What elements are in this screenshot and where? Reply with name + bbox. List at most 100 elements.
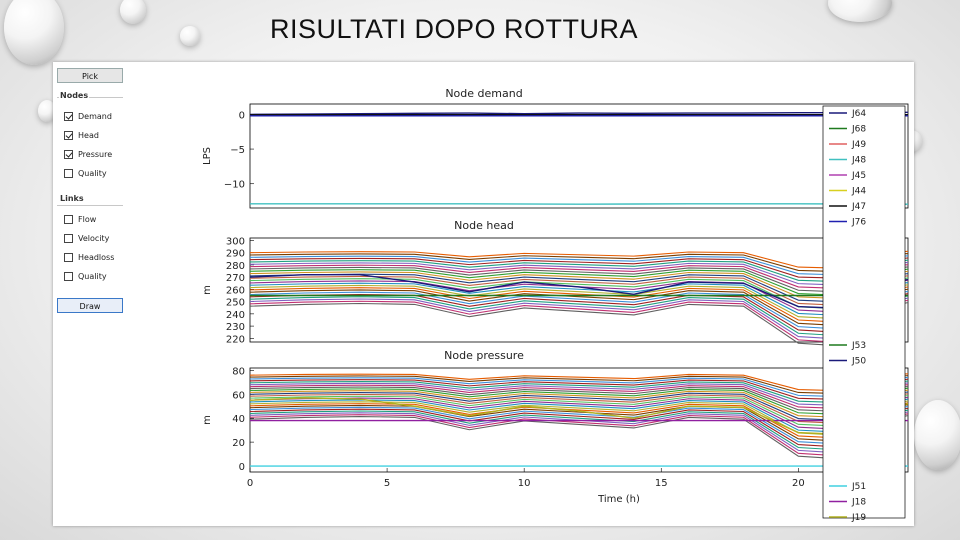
series-line — [249, 402, 909, 438]
series-line — [249, 266, 909, 292]
checkbox-box[interactable] — [64, 214, 73, 224]
y-tick-label: 260 — [226, 285, 245, 296]
series-line — [249, 290, 909, 329]
y-tick-label: 230 — [226, 322, 245, 333]
y-tick-label: 20 — [232, 438, 245, 449]
nodes-checkbox-demand[interactable]: Demand — [64, 110, 112, 122]
links-checkbox-flow[interactable]: Flow — [64, 213, 96, 225]
x-axis-label: Time (h) — [597, 494, 640, 505]
legend-label: J18 — [851, 498, 866, 508]
series-line — [249, 373, 909, 391]
links-checkbox-velocity[interactable]: Velocity — [64, 232, 109, 244]
checkbox-box[interactable] — [64, 111, 73, 121]
series-line — [249, 384, 909, 409]
nodes-checkbox-quality[interactable]: Quality — [64, 167, 107, 179]
checkbox-box[interactable] — [64, 168, 73, 178]
checkbox-label: Demand — [78, 111, 112, 121]
charts-area: Node demand 0 −5 −10 LPS Node head 300 29028027… — [202, 87, 909, 523]
series-line — [249, 250, 909, 269]
series-line-j50 — [249, 274, 909, 309]
series-line — [249, 387, 909, 415]
legend-label: J76 — [851, 218, 866, 228]
legend: J64 J68 J49 J48 J45 J44 J47 J76 J53 J50 J51 J18 J19 — [822, 105, 906, 523]
series-line — [249, 376, 909, 397]
legend-label: J68 — [851, 125, 866, 135]
checkbox-label: Quality — [78, 168, 107, 178]
control-panel: Pick Nodes Demand Head Pressure Quality Lin… — [53, 62, 128, 526]
y-axis-label: m — [202, 415, 213, 425]
chart-node-pressure: Node pressure 80 60 40 20 0 m 0 5 10 15 20 Time (h) — [202, 349, 909, 505]
series-line — [249, 380, 909, 403]
water-drop-decoration — [180, 26, 200, 46]
y-tick-label: 40 — [232, 414, 245, 425]
legend-label: J19 — [851, 513, 866, 523]
y-tick-label: 250 — [226, 298, 245, 309]
checkbox-label: Flow — [78, 214, 97, 224]
checkbox-box[interactable] — [64, 252, 73, 262]
pick-button[interactable]: Pick — [57, 68, 123, 83]
x-tick-label: 15 — [655, 478, 668, 489]
chart-title: Node head — [454, 219, 514, 232]
checkbox-label: Velocity — [78, 233, 110, 243]
series-line — [249, 288, 909, 326]
links-checkbox-headloss[interactable]: Headloss — [64, 251, 114, 263]
checkbox-label: Headloss — [78, 252, 115, 262]
legend-label: J51 — [851, 482, 866, 492]
series-line — [249, 268, 909, 296]
series-line — [249, 395, 909, 427]
series-line — [249, 273, 909, 302]
checkbox-box[interactable] — [64, 149, 73, 159]
series-line — [249, 255, 909, 276]
y-tick-label: −10 — [224, 180, 245, 191]
series-line — [249, 257, 909, 279]
series-line — [249, 411, 909, 453]
draw-button[interactable]: Draw — [57, 298, 123, 313]
series-line — [249, 389, 909, 418]
checkbox-label: Head — [78, 130, 99, 140]
legend-box — [822, 105, 906, 519]
series-line — [249, 279, 909, 312]
series-line — [249, 375, 909, 394]
y-tick-label: 270 — [226, 273, 245, 284]
y-tick-label: 220 — [226, 334, 245, 345]
y-tick-label: 280 — [226, 261, 245, 272]
y-tick-label: 80 — [232, 366, 245, 377]
links-group — [57, 205, 123, 296]
checkbox-box[interactable] — [64, 130, 73, 140]
checkbox-box[interactable] — [64, 271, 73, 281]
series-line — [249, 396, 909, 430]
legend-label: J50 — [851, 357, 866, 367]
y-tick-label: 240 — [226, 310, 245, 321]
legend-label: J53 — [851, 341, 866, 351]
series-line-j64 — [249, 111, 909, 116]
checkbox-label: Quality — [78, 271, 107, 281]
x-tick-label: 0 — [247, 478, 253, 489]
water-drop-decoration — [4, 0, 64, 65]
nodes-checkbox-head[interactable]: Head — [64, 129, 99, 141]
series-line — [249, 252, 909, 272]
nodes-checkbox-pressure[interactable]: Pressure — [64, 148, 112, 160]
series-line — [249, 393, 909, 424]
x-tick-label: 20 — [792, 478, 805, 489]
x-tick-label: 10 — [518, 478, 531, 489]
plot-frame — [249, 103, 909, 209]
chart-title: Node demand — [445, 87, 522, 100]
y-tick-label: −5 — [230, 145, 245, 156]
legend-label: J45 — [851, 171, 866, 181]
links-group-label: Links — [59, 194, 85, 203]
series-line — [249, 299, 909, 343]
water-drop-decoration — [828, 0, 892, 22]
slide-title: RISULTATI DOPO ROTTURA — [270, 14, 639, 44]
links-checkbox-quality[interactable]: Quality — [64, 270, 107, 282]
nodes-group-label: Nodes — [59, 91, 90, 100]
legend-label: J48 — [851, 156, 866, 166]
y-tick-label: 300 — [226, 236, 245, 247]
checkbox-label: Pressure — [78, 149, 113, 159]
y-tick-label: 0 — [239, 110, 245, 121]
series-line — [249, 407, 909, 447]
y-axis-label: LPS — [202, 147, 213, 165]
checkbox-box[interactable] — [64, 233, 73, 243]
water-drop-decoration — [38, 100, 56, 122]
y-axis-label: m — [202, 285, 213, 295]
